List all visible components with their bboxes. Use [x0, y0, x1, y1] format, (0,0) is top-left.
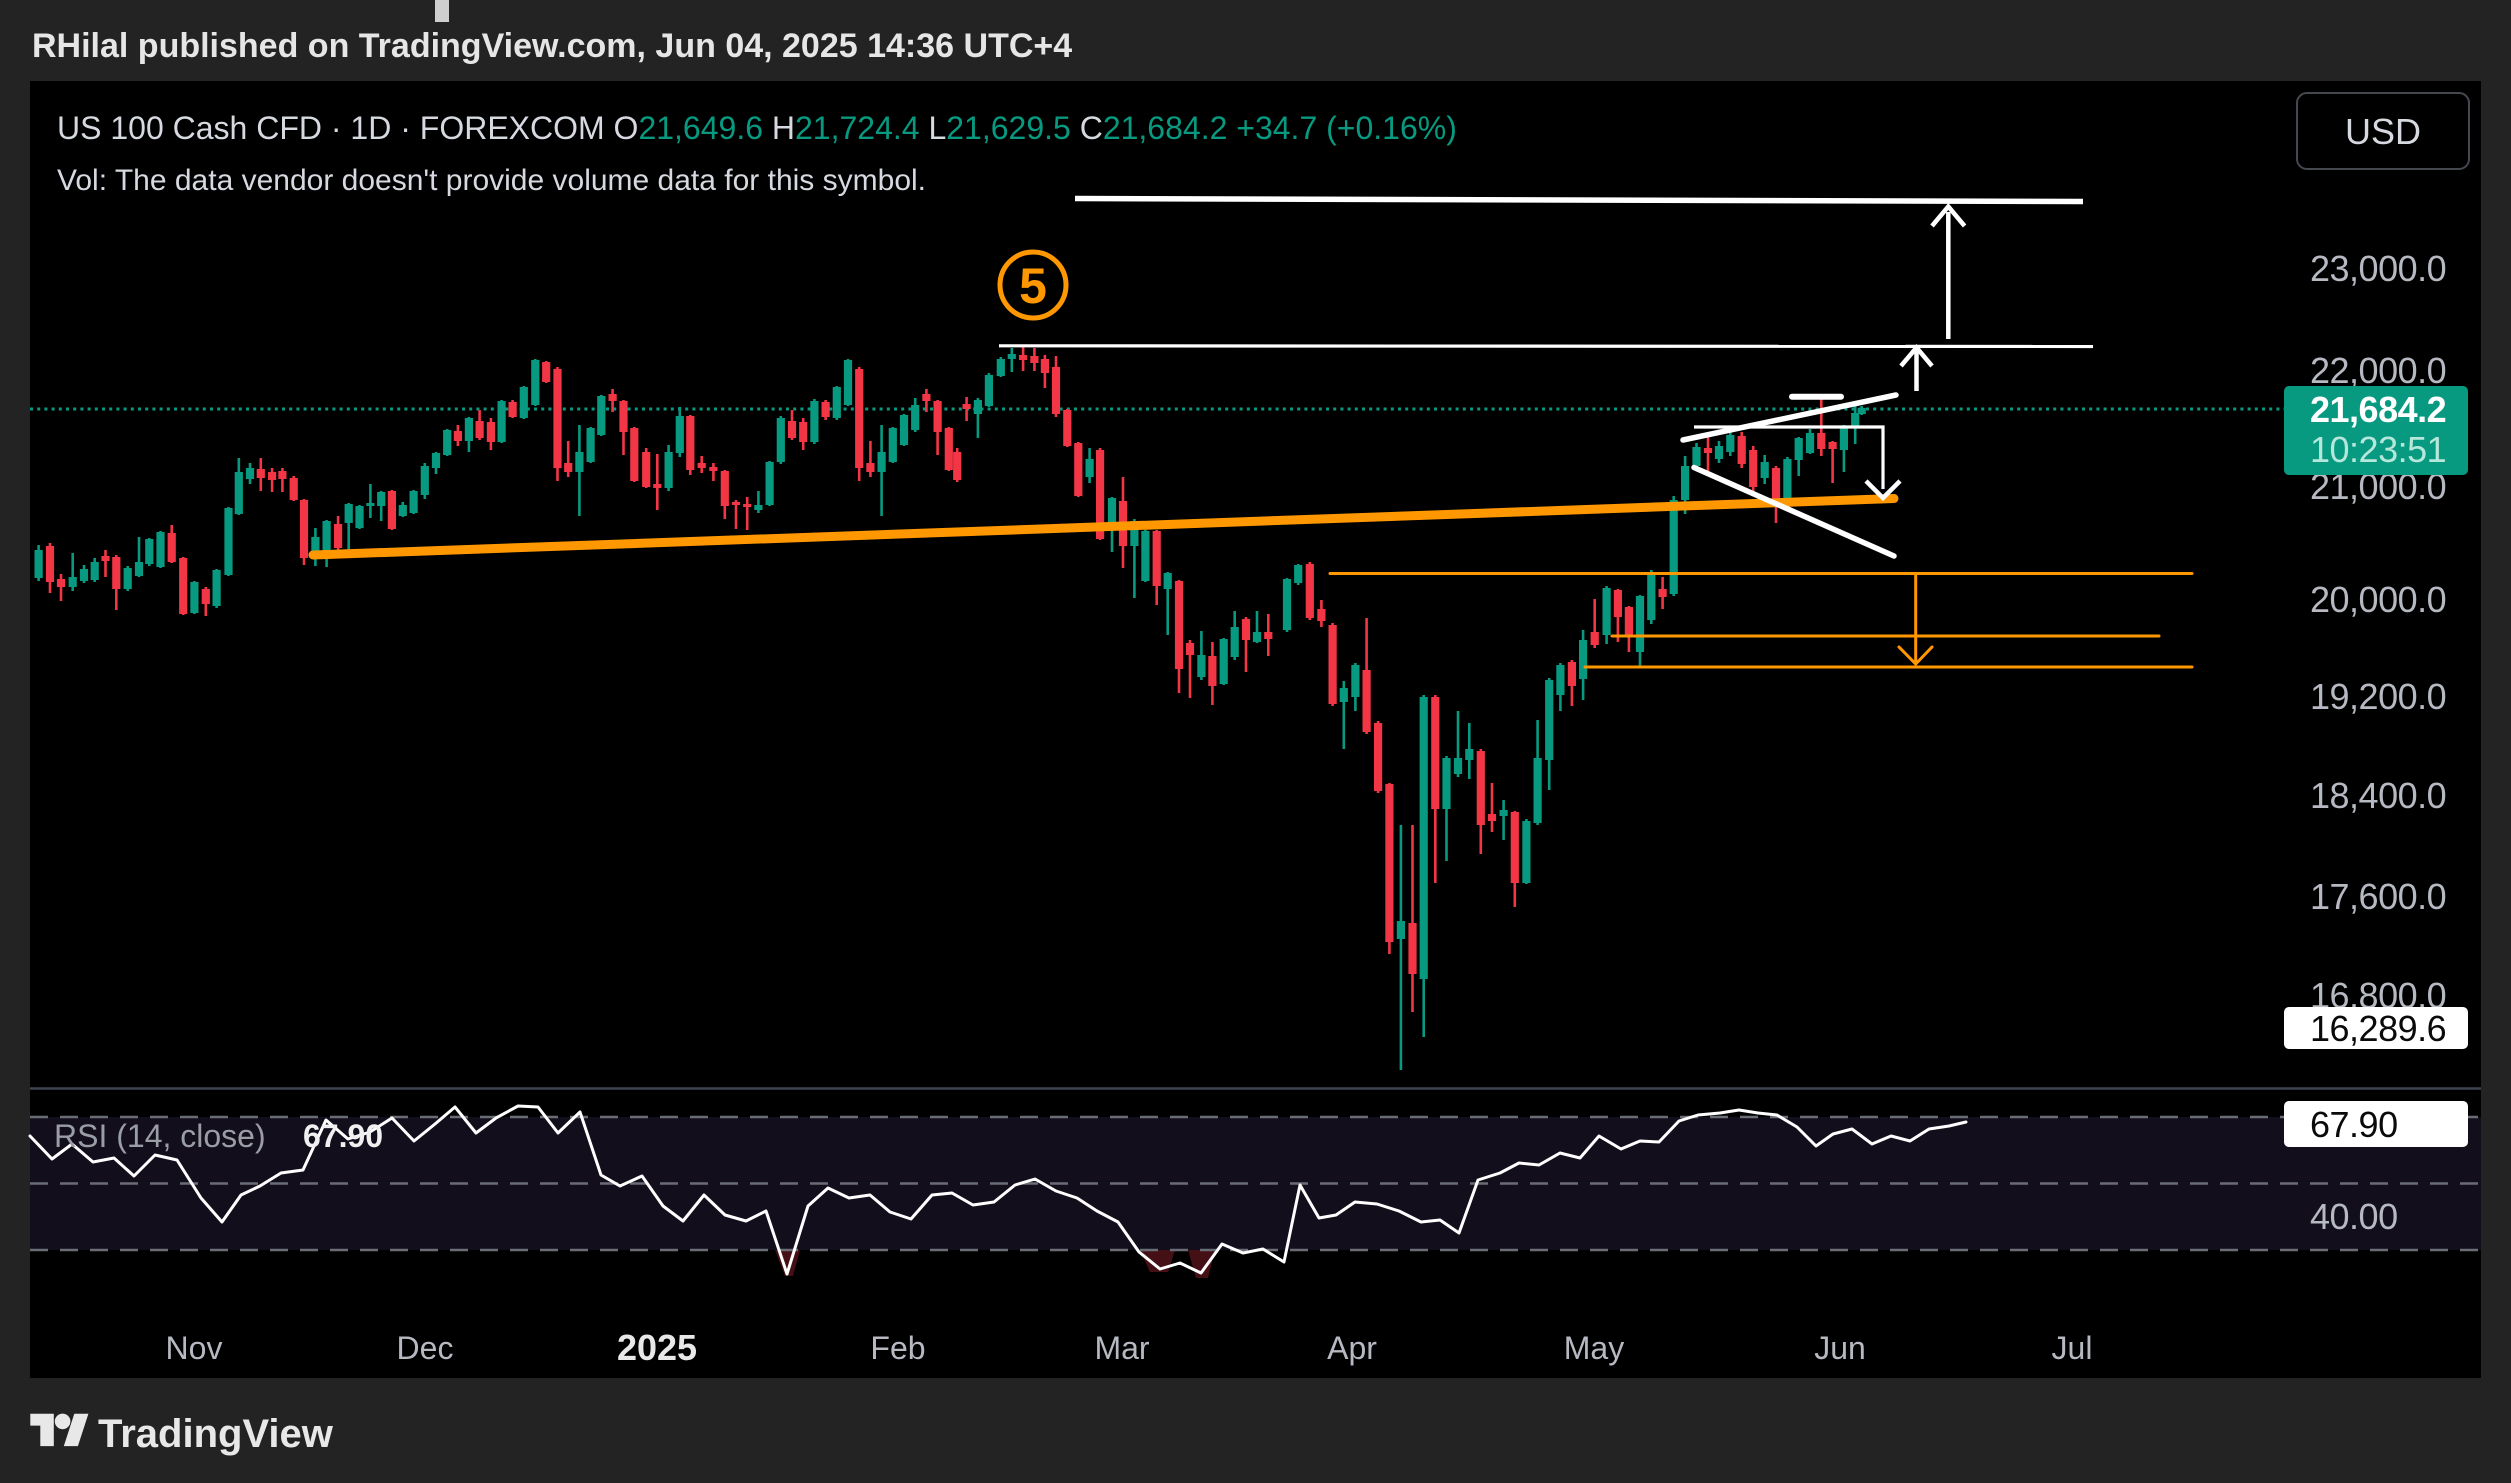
svg-text:17,600.0: 17,600.0 [2310, 876, 2446, 917]
svg-text:21,684.2: 21,684.2 [2310, 389, 2446, 430]
svg-text:RSI (14, close): RSI (14, close) [54, 1118, 266, 1154]
svg-text:US 100 Cash CFD · 1D · FOREXCO: US 100 Cash CFD · 1D · FOREXCOM O21,649.… [57, 110, 1457, 146]
svg-text:40.00: 40.00 [2310, 1196, 2398, 1237]
svg-text:67.90: 67.90 [2310, 1104, 2398, 1145]
svg-text:USD: USD [2345, 111, 2421, 152]
svg-text:Apr: Apr [1327, 1330, 1377, 1366]
svg-text:Nov: Nov [166, 1330, 223, 1366]
svg-text:RHilal published on TradingVie: RHilal published on TradingView.com, Jun… [32, 27, 1072, 65]
svg-text:23,000.0: 23,000.0 [2310, 248, 2446, 289]
svg-text:Mar: Mar [1094, 1330, 1149, 1366]
svg-text:May: May [1564, 1330, 1624, 1366]
svg-text:10:23:51: 10:23:51 [2310, 429, 2446, 470]
svg-text:5: 5 [1019, 258, 1047, 314]
svg-text:Vol: The data vendor doesn't p: Vol: The data vendor doesn't provide vol… [57, 164, 926, 197]
svg-text:67.90: 67.90 [303, 1118, 383, 1154]
svg-text:18,400.0: 18,400.0 [2310, 775, 2446, 816]
svg-text:Jun: Jun [1814, 1330, 1866, 1366]
svg-text:Feb: Feb [870, 1330, 925, 1366]
svg-text:Jul: Jul [2052, 1330, 2093, 1366]
svg-text:Dec: Dec [397, 1330, 454, 1366]
svg-text:TradingView: TradingView [98, 1412, 334, 1456]
svg-text:16,289.6: 16,289.6 [2310, 1008, 2446, 1049]
svg-text:20,000.0: 20,000.0 [2310, 579, 2446, 620]
svg-text:2025: 2025 [617, 1327, 697, 1368]
svg-text:22,000.0: 22,000.0 [2310, 350, 2446, 391]
svg-text:19,200.0: 19,200.0 [2310, 676, 2446, 717]
